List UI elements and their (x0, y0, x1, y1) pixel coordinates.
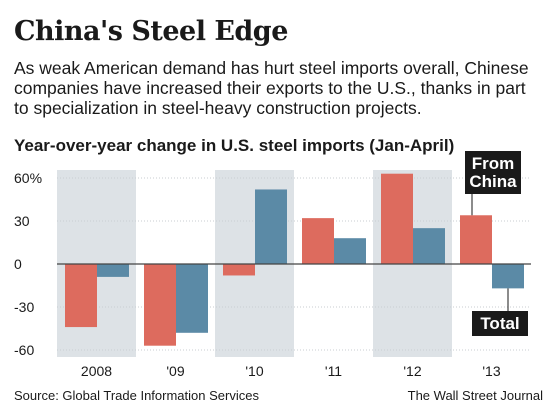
y-tick-label: -30 (14, 299, 34, 315)
callouts: From China Total (465, 151, 528, 336)
bar-total-2 (255, 189, 287, 264)
x-tick-label: '09 (166, 363, 184, 379)
x-tick-label: 2008 (81, 363, 112, 379)
bar-total-3 (334, 238, 366, 264)
y-tick-label: -60 (14, 342, 34, 358)
callout-china-label: From China (469, 154, 517, 191)
headline: China's Steel Edge (14, 16, 288, 47)
callout-total-box (472, 311, 528, 336)
callout-total-label: Total (480, 314, 519, 333)
source-note: Source: Global Trade Information Service… (14, 388, 259, 403)
credit: The Wall Street Journal (407, 388, 543, 403)
x-tick-label: '11 (325, 363, 342, 379)
bar-china-3 (302, 218, 334, 264)
x-tick-label: '13 (482, 363, 500, 379)
bar-total-0 (97, 264, 129, 277)
bar-total-4 (413, 228, 445, 264)
bar-total-5 (492, 264, 524, 289)
bar-china-1 (144, 264, 176, 346)
bar-china-4 (381, 173, 413, 264)
dek: As weak American demand has hurt steel i… (14, 58, 529, 118)
bar-total-1 (176, 264, 208, 333)
y-tick-label: 60% (14, 170, 42, 186)
chart-title: Year-over-year change in U.S. steel impo… (14, 136, 455, 155)
bars (65, 173, 524, 346)
gridlines (57, 177, 531, 351)
x-tick-label: '10 (245, 363, 263, 379)
bar-china-2 (223, 264, 255, 276)
x-tick-label: '12 (403, 363, 421, 379)
x-axis-ticks: 2008 '09 '10 '11 '12 '13 (81, 363, 501, 379)
y-tick-label: 0 (14, 256, 22, 272)
y-tick-label: 30 (14, 213, 30, 229)
bar-china-5 (460, 215, 492, 264)
y-axis-ticks: 60% 30 0 -30 -60 (14, 170, 42, 358)
callout-china-box (465, 151, 521, 194)
bar-china-0 (65, 264, 97, 328)
